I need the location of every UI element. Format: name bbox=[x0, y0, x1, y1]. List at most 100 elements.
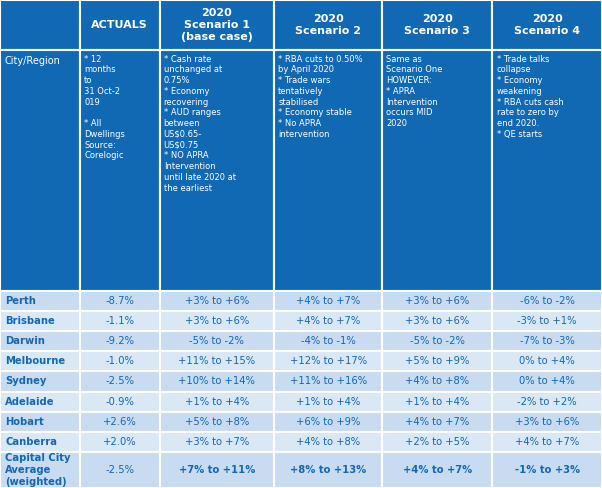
Bar bbox=[0, 411, 80, 432]
Bar bbox=[382, 452, 492, 488]
Text: Sydney: Sydney bbox=[5, 376, 47, 386]
Text: +3% to +6%: +3% to +6% bbox=[405, 316, 470, 326]
Bar bbox=[160, 311, 274, 331]
Bar bbox=[274, 452, 382, 488]
Text: -5% to -2%: -5% to -2% bbox=[410, 336, 465, 346]
Bar bbox=[160, 331, 274, 351]
Bar bbox=[80, 50, 160, 291]
Text: -1% to +3%: -1% to +3% bbox=[515, 465, 580, 475]
Text: City/Region: City/Region bbox=[5, 56, 61, 65]
Text: +1% to +4%: +1% to +4% bbox=[296, 397, 360, 407]
Text: * Cash rate
unchanged at
0.75%
* Economy
recovering
* AUD ranges
between
US$0.65: * Cash rate unchanged at 0.75% * Economy… bbox=[164, 55, 236, 193]
Bar bbox=[382, 311, 492, 331]
Bar bbox=[0, 371, 80, 391]
Text: +3% to +6%: +3% to +6% bbox=[515, 417, 579, 427]
Text: 0% to +4%: 0% to +4% bbox=[520, 356, 575, 366]
Text: -1.0%: -1.0% bbox=[105, 356, 134, 366]
Bar bbox=[80, 351, 160, 371]
Text: -2% to +2%: -2% to +2% bbox=[517, 397, 577, 407]
Text: +3% to +6%: +3% to +6% bbox=[405, 296, 470, 306]
Bar bbox=[492, 291, 602, 311]
Bar bbox=[274, 311, 382, 331]
Bar bbox=[80, 291, 160, 311]
Text: +6% to +9%: +6% to +9% bbox=[296, 417, 360, 427]
Text: +4% to +7%: +4% to +7% bbox=[296, 296, 360, 306]
Bar bbox=[0, 0, 80, 50]
Bar bbox=[80, 311, 160, 331]
Bar bbox=[0, 351, 80, 371]
Text: +4% to +7%: +4% to +7% bbox=[296, 316, 360, 326]
Bar bbox=[492, 391, 602, 411]
Text: +3% to +7%: +3% to +7% bbox=[185, 437, 249, 447]
Bar bbox=[492, 50, 602, 291]
Text: +3% to +6%: +3% to +6% bbox=[185, 316, 249, 326]
Text: -7% to -3%: -7% to -3% bbox=[520, 336, 574, 346]
Bar bbox=[382, 291, 492, 311]
Text: +12% to +17%: +12% to +17% bbox=[290, 356, 367, 366]
Bar bbox=[160, 391, 274, 411]
Bar bbox=[80, 432, 160, 452]
Text: Same as
Scenario One
HOWEVER:
* APRA
Intervention
occurs MID
2020: Same as Scenario One HOWEVER: * APRA Int… bbox=[386, 55, 443, 128]
Text: +2.0%: +2.0% bbox=[103, 437, 137, 447]
Text: Capital City
Average
(weighted): Capital City Average (weighted) bbox=[5, 453, 71, 487]
Bar bbox=[382, 50, 492, 291]
Bar bbox=[80, 391, 160, 411]
Bar bbox=[274, 391, 382, 411]
Text: +1% to +4%: +1% to +4% bbox=[185, 397, 249, 407]
Text: +5% to +8%: +5% to +8% bbox=[185, 417, 249, 427]
Bar bbox=[492, 0, 602, 50]
Bar bbox=[274, 291, 382, 311]
Bar bbox=[382, 351, 492, 371]
Bar bbox=[492, 452, 602, 488]
Text: 2020
Scenario 3: 2020 Scenario 3 bbox=[405, 14, 470, 36]
Bar bbox=[160, 452, 274, 488]
Bar bbox=[274, 331, 382, 351]
Bar bbox=[160, 351, 274, 371]
Bar bbox=[0, 391, 80, 411]
Text: +7% to +11%: +7% to +11% bbox=[179, 465, 255, 475]
Text: -2.5%: -2.5% bbox=[105, 465, 134, 475]
Bar bbox=[80, 452, 160, 488]
Bar bbox=[382, 0, 492, 50]
Text: * RBA cuts to 0.50%
by April 2020
* Trade wars
tentatively
stabilised
* Economy : * RBA cuts to 0.50% by April 2020 * Trad… bbox=[278, 55, 363, 139]
Text: ACTUALS: ACTUALS bbox=[92, 20, 148, 30]
Text: Adelaide: Adelaide bbox=[5, 397, 55, 407]
Text: 2020
Scenario 2: 2020 Scenario 2 bbox=[295, 14, 361, 36]
Text: +5% to +9%: +5% to +9% bbox=[405, 356, 470, 366]
Text: +1% to +4%: +1% to +4% bbox=[405, 397, 470, 407]
Bar bbox=[160, 0, 274, 50]
Bar bbox=[160, 432, 274, 452]
Bar bbox=[492, 432, 602, 452]
Text: +4% to +7%: +4% to +7% bbox=[405, 417, 470, 427]
Text: Hobart: Hobart bbox=[5, 417, 44, 427]
Bar bbox=[382, 391, 492, 411]
Bar bbox=[274, 371, 382, 391]
Bar bbox=[382, 432, 492, 452]
Bar bbox=[274, 50, 382, 291]
Text: +4% to +8%: +4% to +8% bbox=[296, 437, 360, 447]
Text: Perth: Perth bbox=[5, 296, 36, 306]
Text: +3% to +6%: +3% to +6% bbox=[185, 296, 249, 306]
Text: +10% to +14%: +10% to +14% bbox=[178, 376, 255, 386]
Bar bbox=[160, 371, 274, 391]
Bar bbox=[274, 411, 382, 432]
Text: -8.7%: -8.7% bbox=[105, 296, 134, 306]
Bar bbox=[80, 0, 160, 50]
Text: -5% to -2%: -5% to -2% bbox=[189, 336, 244, 346]
Bar bbox=[492, 371, 602, 391]
Text: * Trade talks
collapse
* Economy
weakening
* RBA cuts cash
rate to zero by
end 2: * Trade talks collapse * Economy weakeni… bbox=[497, 55, 563, 139]
Text: +2.6%: +2.6% bbox=[103, 417, 137, 427]
Text: * 12
months
to
31 Oct-2
019

* All
Dwellings
Source:
Corelogic: * 12 months to 31 Oct-2 019 * All Dwelli… bbox=[84, 55, 125, 161]
Bar bbox=[382, 411, 492, 432]
Text: -9.2%: -9.2% bbox=[105, 336, 134, 346]
Text: -0.9%: -0.9% bbox=[105, 397, 134, 407]
Bar bbox=[274, 0, 382, 50]
Text: 2020
Scenario 4: 2020 Scenario 4 bbox=[514, 14, 580, 36]
Text: 2020
Scenario 1
(base case): 2020 Scenario 1 (base case) bbox=[181, 8, 253, 42]
Text: +11% to +16%: +11% to +16% bbox=[290, 376, 367, 386]
Bar bbox=[492, 351, 602, 371]
Bar bbox=[0, 311, 80, 331]
Text: Melbourne: Melbourne bbox=[5, 356, 66, 366]
Text: +11% to +15%: +11% to +15% bbox=[178, 356, 255, 366]
Bar bbox=[274, 351, 382, 371]
